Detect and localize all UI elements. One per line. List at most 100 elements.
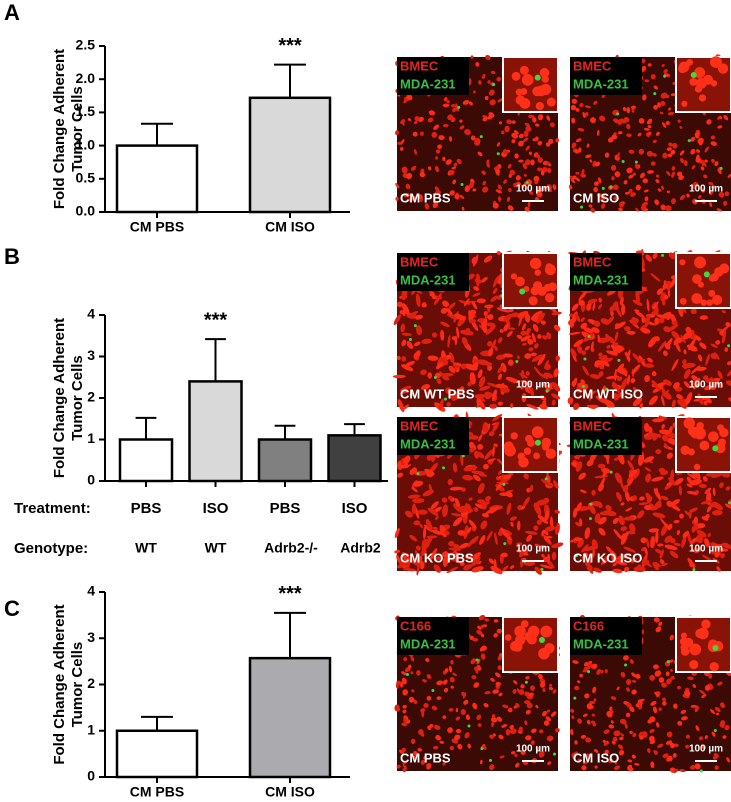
inset-cell [528,296,538,306]
cell [707,533,711,538]
cell [661,389,670,397]
cell [534,543,540,548]
cell [542,687,546,693]
cell [660,101,666,106]
cell [659,558,665,565]
cell [510,521,514,527]
cell [638,452,645,466]
inset-cell [540,625,553,638]
cell [432,201,439,209]
cell [441,497,448,503]
cell [536,186,543,194]
cell [483,703,489,708]
cell [496,76,502,82]
cell [597,364,605,370]
cell [455,707,459,713]
cell [476,629,483,635]
cell [655,626,662,633]
tumor-cell [433,375,437,379]
row-label: Treatment: [14,500,91,517]
cell [482,745,487,751]
cell [657,382,666,387]
cell [492,275,499,288]
cell [698,483,707,489]
cell [452,179,457,185]
cell [661,424,665,430]
cell [513,680,518,685]
cell [470,435,479,440]
cell [551,399,556,406]
cell [662,697,667,702]
cell [585,737,592,743]
significance: *** [278,35,302,57]
cell [442,103,450,108]
cell [510,403,514,409]
cell [397,399,405,413]
cell [410,655,415,662]
cell [401,671,408,676]
cell [664,205,672,212]
cell [489,764,495,771]
cell [451,390,462,401]
cell [667,111,675,116]
cell [432,745,439,750]
y-axis-label: Tumor Cells [69,642,86,728]
x-tick-label: CM PBS [130,219,184,235]
cell [452,362,464,367]
inset-cell [548,282,558,292]
cell [656,288,664,295]
cell [617,452,625,465]
cell [431,705,438,711]
cell [630,378,636,384]
cell [488,558,495,564]
cell [472,474,481,482]
cell [665,120,670,126]
cell [467,431,474,436]
cell [490,677,495,682]
cell [476,714,482,721]
cell [464,129,471,135]
micrograph: BMEC MDA-231 CM WT ISO 100 µm [567,248,731,411]
cell [449,486,463,491]
cell [666,190,671,194]
cell [516,688,521,694]
tumor-cell [444,397,448,401]
cell [450,660,454,665]
inset-cell [534,269,541,276]
cell [689,507,698,513]
x-tick-label: CM PBS [130,784,184,800]
cell [500,387,510,393]
cell [671,171,675,178]
cell [626,106,631,114]
cell [524,353,532,359]
cell [516,181,522,186]
cell [643,127,650,131]
cell [535,123,540,127]
cell [599,477,606,490]
cell [554,509,560,514]
cell [686,490,697,495]
cell [640,698,645,702]
cell [589,700,596,705]
cell [528,692,533,698]
cell [598,527,606,536]
cell [671,358,679,371]
cell [435,363,442,370]
cell [506,729,511,735]
cell [620,526,628,532]
cell [495,189,502,194]
cell [593,181,600,186]
cell [649,728,655,733]
cell [723,115,729,121]
inset-cell [712,294,723,306]
cell [525,735,532,741]
cell [716,208,722,212]
tumor-cell [461,454,465,458]
cell [552,480,559,489]
inset-cell [697,281,704,288]
cell [410,311,419,316]
cell [509,169,516,176]
cell [470,55,474,59]
cell [617,363,625,372]
cell [417,748,423,752]
